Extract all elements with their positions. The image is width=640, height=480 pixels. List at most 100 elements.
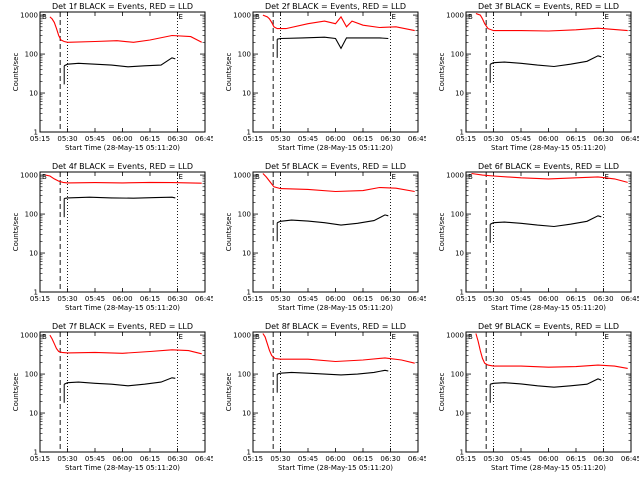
chart-svg: Det 5f BLACK = Events, RED = LLD 1 10 100 10… bbox=[225, 162, 426, 312]
begin-marker: B bbox=[468, 333, 473, 341]
x-tick-label: 05:45 bbox=[298, 295, 318, 303]
x-tick-label: 06:45 bbox=[621, 135, 639, 143]
x-tick-label: 06:00 bbox=[325, 295, 345, 303]
y-tick-label: 100 bbox=[451, 211, 464, 219]
chart-title: Det 9f BLACK = Events, RED = LLD bbox=[478, 322, 619, 331]
x-tick-label: 06:45 bbox=[195, 295, 213, 303]
event-rate-line bbox=[277, 369, 389, 376]
plot-frame bbox=[465, 331, 632, 453]
chart-panel: Det 6f BLACK = Events, RED = LLD 1 10 100 10… bbox=[426, 160, 639, 320]
x-tick-label: 05:30 bbox=[270, 455, 290, 463]
begin-marker: B bbox=[255, 333, 260, 341]
y-tick-label: 1000 bbox=[20, 12, 38, 20]
chart-svg: Det 3f BLACK = Events, RED = LLD 1 10 100 10… bbox=[438, 2, 639, 152]
y-tick-label: 100 bbox=[25, 371, 38, 379]
x-tick-label: 06:00 bbox=[112, 295, 132, 303]
plot-frame bbox=[39, 11, 206, 133]
chart-panel: Det 9f BLACK = Events, RED = LLD 1 10 100 10… bbox=[426, 320, 639, 480]
lld-rate-line bbox=[475, 333, 628, 369]
x-tick-label: 06:15 bbox=[353, 295, 373, 303]
chart-title: Det 4f BLACK = Events, RED = LLD bbox=[52, 162, 193, 171]
y-tick-label: 10 bbox=[455, 250, 464, 258]
begin-marker: B bbox=[42, 333, 47, 341]
begin-marker: B bbox=[468, 173, 473, 181]
y-tick-label: 1 bbox=[460, 449, 464, 457]
y-tick-label: 100 bbox=[238, 371, 251, 379]
y-tick-label: 1000 bbox=[446, 12, 464, 20]
x-tick-label: 05:45 bbox=[85, 295, 105, 303]
x-tick-label: 06:30 bbox=[380, 295, 400, 303]
plot-frame bbox=[252, 171, 419, 293]
x-tick-label: 06:15 bbox=[566, 135, 586, 143]
x-tick-label: 06:15 bbox=[353, 135, 373, 143]
y-tick-label: 10 bbox=[29, 250, 38, 258]
y-tick-label: 10 bbox=[29, 90, 38, 98]
x-tick-label: 05:15 bbox=[243, 135, 263, 143]
x-tick-label: 06:00 bbox=[538, 295, 558, 303]
event-rate-line bbox=[276, 214, 389, 226]
x-tick-label: 06:00 bbox=[112, 455, 132, 463]
y-tick-label: 1000 bbox=[446, 172, 464, 180]
x-tick-label: 06:15 bbox=[140, 295, 160, 303]
x-tick-label: 05:15 bbox=[30, 135, 50, 143]
chart-title: Det 7f BLACK = Events, RED = LLD bbox=[52, 322, 193, 331]
x-tick-label: 06:15 bbox=[566, 295, 586, 303]
event-rate-line bbox=[490, 378, 602, 388]
lld-rate-line bbox=[475, 12, 628, 32]
y-tick-label: 10 bbox=[242, 250, 251, 258]
y-tick-label: 10 bbox=[242, 90, 251, 98]
x-tick-label: 06:30 bbox=[167, 455, 187, 463]
x-tick-label: 05:30 bbox=[483, 295, 503, 303]
x-tick-label: 06:45 bbox=[621, 455, 639, 463]
x-tick-label: 05:30 bbox=[57, 135, 77, 143]
y-axis-label: Counts/sec bbox=[225, 213, 233, 252]
x-axis-label: Start Time (28-May-15 05:11:20) bbox=[491, 144, 606, 152]
end-marker: E bbox=[605, 13, 609, 21]
y-tick-label: 1 bbox=[34, 289, 38, 297]
y-tick-label: 100 bbox=[25, 51, 38, 59]
x-axis-label: Start Time (28-May-15 05:11:20) bbox=[278, 304, 393, 312]
y-tick-label: 100 bbox=[451, 371, 464, 379]
y-tick-label: 1 bbox=[247, 449, 251, 457]
x-tick-label: 05:15 bbox=[30, 455, 50, 463]
x-tick-label: 05:45 bbox=[511, 455, 531, 463]
y-axis-label: Counts/sec bbox=[12, 373, 20, 412]
begin-marker: B bbox=[468, 13, 473, 21]
x-tick-label: 05:15 bbox=[456, 135, 476, 143]
event-rate-line bbox=[489, 55, 602, 68]
x-axis-label: Start Time (28-May-15 05:11:20) bbox=[65, 304, 180, 312]
chart-title: Det 2f BLACK = Events, RED = LLD bbox=[265, 2, 406, 11]
end-marker: E bbox=[605, 333, 609, 341]
x-tick-label: 05:15 bbox=[30, 295, 50, 303]
y-tick-label: 10 bbox=[455, 90, 464, 98]
x-tick-label: 05:45 bbox=[298, 455, 318, 463]
chart-svg: Det 7f BLACK = Events, RED = LLD 1 10 100 10… bbox=[12, 322, 213, 472]
end-marker: E bbox=[392, 333, 396, 341]
x-tick-label: 06:30 bbox=[593, 295, 613, 303]
y-axis-label: Counts/sec bbox=[12, 53, 20, 92]
x-tick-label: 06:00 bbox=[538, 455, 558, 463]
chart-title: Det 8f BLACK = Events, RED = LLD bbox=[265, 322, 406, 331]
chart-panel: Det 7f BLACK = Events, RED = LLD 1 10 100 10… bbox=[0, 320, 213, 480]
y-tick-label: 100 bbox=[238, 51, 251, 59]
x-tick-label: 06:15 bbox=[353, 455, 373, 463]
x-tick-label: 05:45 bbox=[511, 295, 531, 303]
y-tick-label: 1 bbox=[247, 129, 251, 137]
chart-title: Det 1f BLACK = Events, RED = LLD bbox=[52, 2, 193, 11]
x-tick-label: 05:30 bbox=[483, 455, 503, 463]
y-axis-label: Counts/sec bbox=[225, 53, 233, 92]
x-tick-label: 05:15 bbox=[456, 295, 476, 303]
x-tick-label: 06:30 bbox=[380, 455, 400, 463]
x-tick-label: 06:15 bbox=[140, 455, 160, 463]
chart-svg: Det 1f BLACK = Events, RED = LLD 1 10 100 10… bbox=[12, 2, 213, 152]
y-tick-label: 100 bbox=[25, 211, 38, 219]
x-tick-label: 06:30 bbox=[593, 135, 613, 143]
x-axis-label: Start Time (28-May-15 05:11:20) bbox=[491, 464, 606, 472]
y-tick-label: 1 bbox=[34, 449, 38, 457]
chart-panel: Det 3f BLACK = Events, RED = LLD 1 10 100 10… bbox=[426, 0, 639, 160]
x-tick-label: 05:45 bbox=[511, 135, 531, 143]
chart-svg: Det 4f BLACK = Events, RED = LLD 1 10 100 10… bbox=[12, 162, 213, 312]
x-axis-label: Start Time (28-May-15 05:11:20) bbox=[65, 464, 180, 472]
y-axis-label: Counts/sec bbox=[438, 53, 446, 92]
